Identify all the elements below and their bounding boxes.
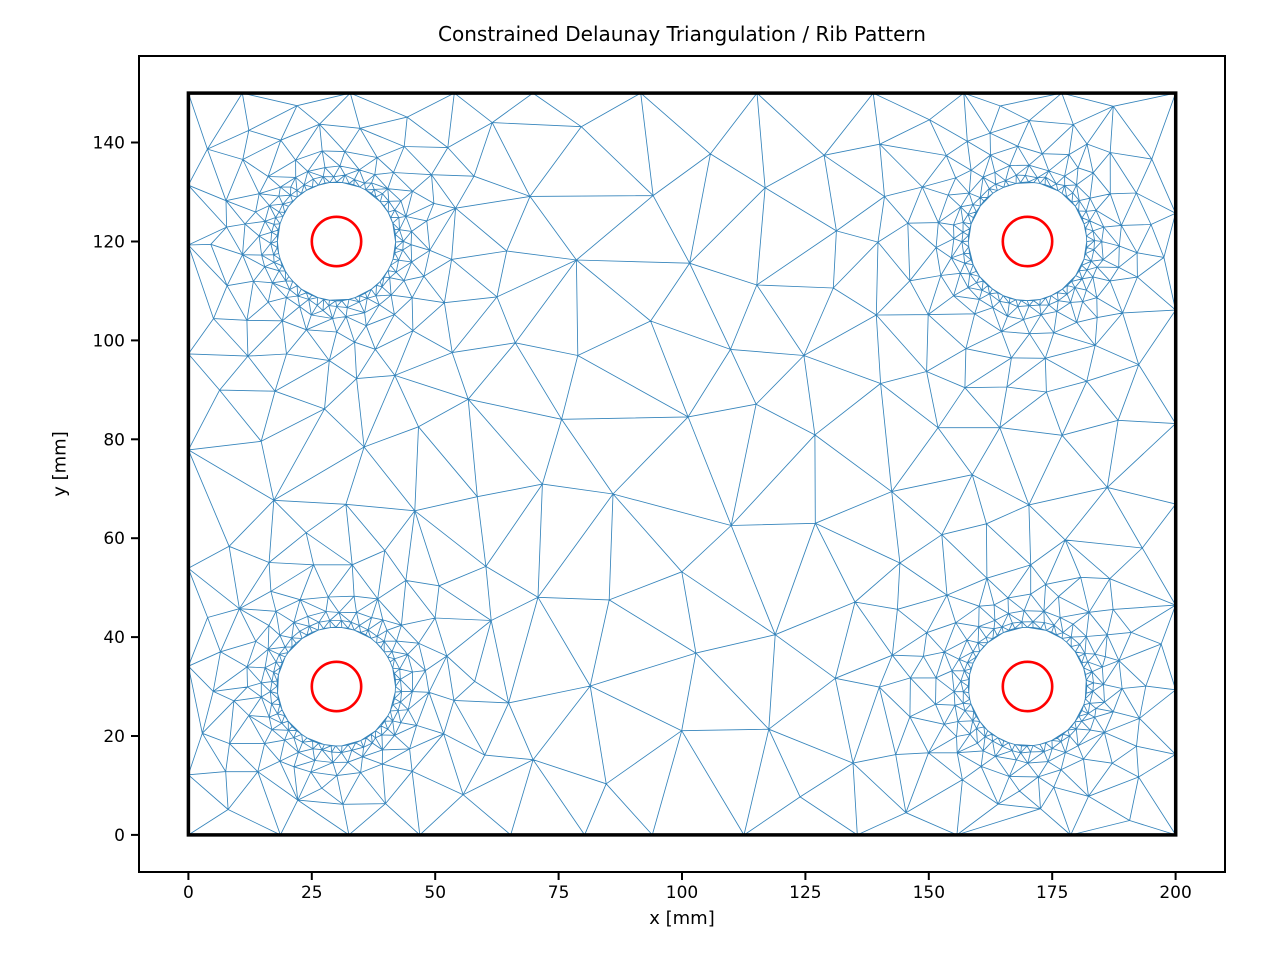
y-tick-label: 80 [103,430,125,450]
y-tick-label: 100 [93,331,125,351]
x-tick-label: 100 [666,883,698,903]
hole-circle [310,215,363,268]
plot-title: Constrained Delaunay Triangulation / Rib… [438,22,926,46]
y-tick-label: 140 [93,134,125,154]
hole-circle [310,660,363,713]
y-tick-label: 0 [114,826,125,846]
y-tick-label: 20 [103,727,125,747]
triangulation-mesh [187,92,1177,836]
x-axis-label: x [mm] [649,908,715,929]
x-tick-label: 75 [548,883,570,903]
domain-outline [186,91,1178,837]
hole-circle [1001,660,1054,713]
x-tick-label: 200 [1159,883,1191,903]
x-tick-label: 50 [424,883,446,903]
y-tick-label: 60 [103,529,125,549]
x-tick-label: 125 [789,883,821,903]
x-tick-label: 25 [301,883,323,903]
y-tick-label: 40 [103,628,125,648]
x-tick-label: 175 [1036,883,1068,903]
y-tick-label: 120 [93,233,125,253]
x-tick-label: 0 [183,883,194,903]
hole-circle [1001,215,1054,268]
x-tick-label: 150 [913,883,945,903]
